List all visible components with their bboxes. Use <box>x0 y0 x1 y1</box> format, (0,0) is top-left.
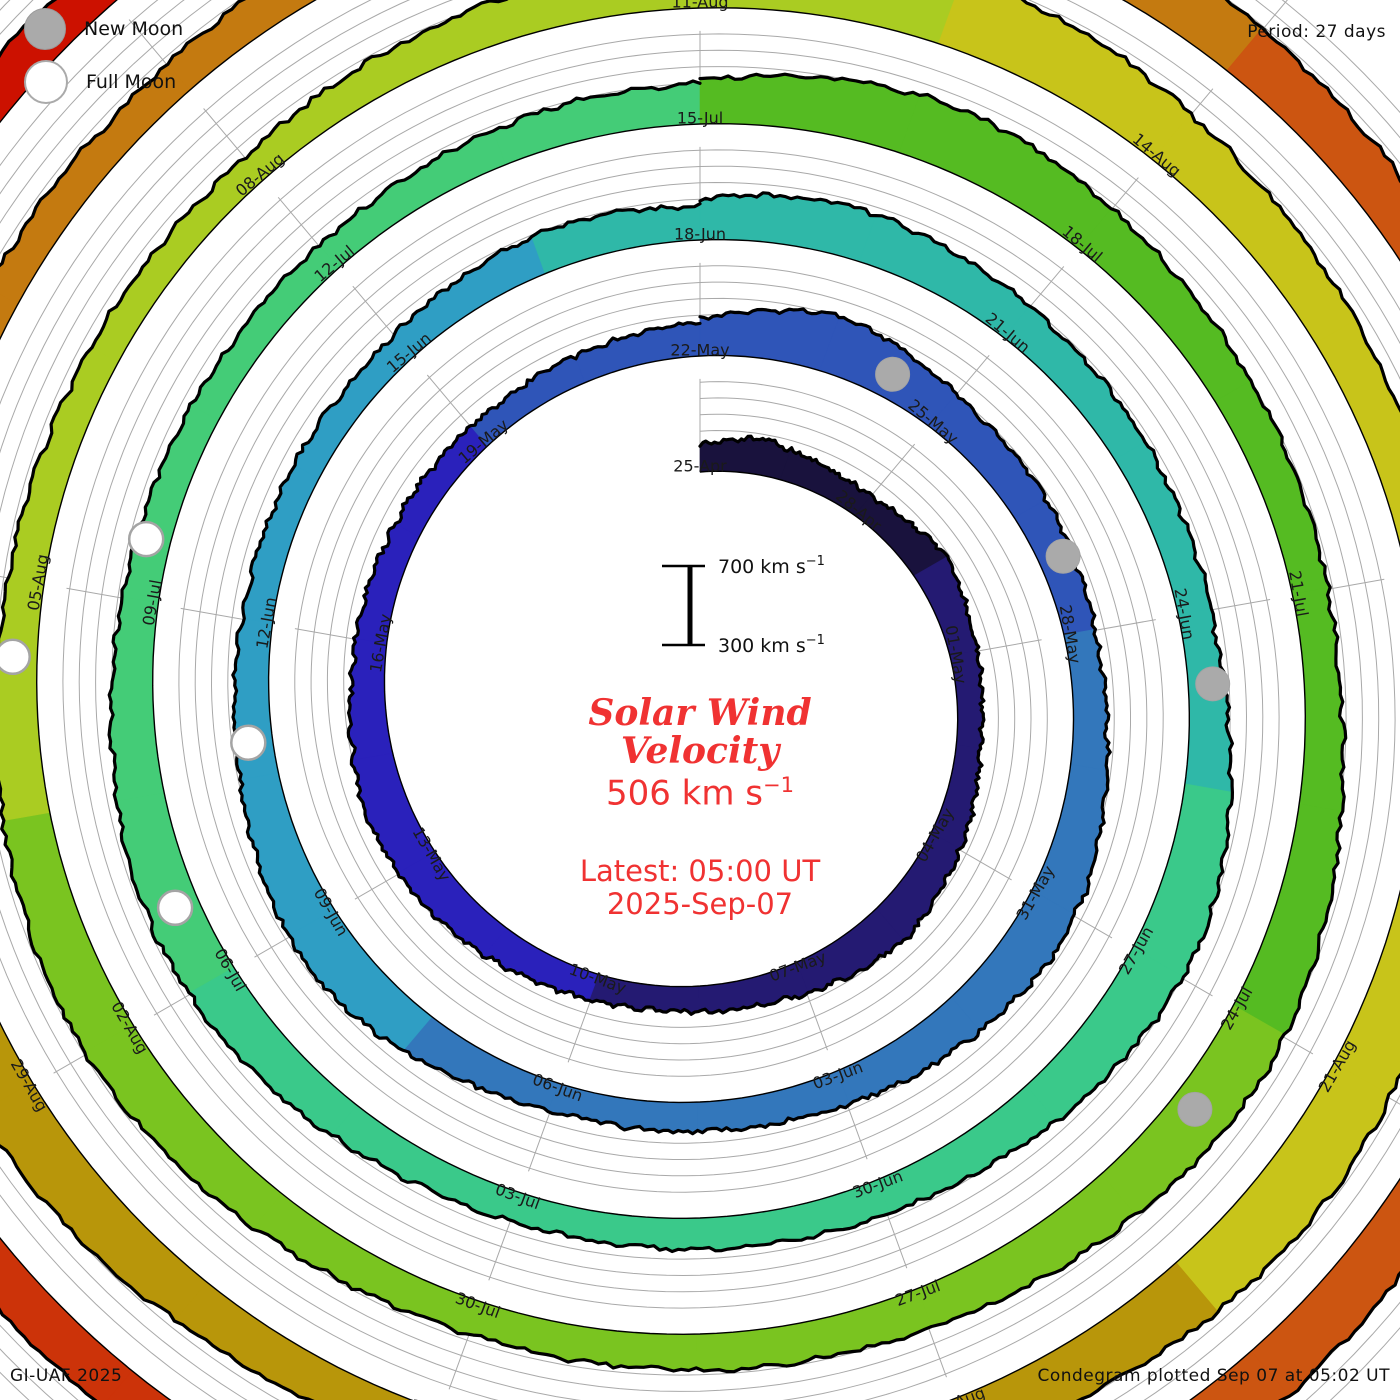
new-moon-marker <box>875 356 911 392</box>
date-label: 26-Aug <box>408 1395 468 1400</box>
legend-full-moon: Full Moon <box>24 60 176 104</box>
new-moon-marker <box>1045 538 1081 574</box>
date-label: 23-Aug <box>928 1383 988 1400</box>
date-label: 15-Jul <box>677 108 723 127</box>
new-moon-marker <box>1195 666 1231 702</box>
plotted-label: Condegram plotted Sep 07 at 05:02 UT <box>1037 1366 1390 1386</box>
date-label: 25-Apr <box>673 456 727 475</box>
new-moon-icon <box>24 8 66 50</box>
full-moon-marker <box>127 520 165 558</box>
full-moon-marker <box>156 889 194 927</box>
scalebar-bottom-label: 300 km s−1 <box>718 633 825 657</box>
date-label: 22-May <box>670 340 729 359</box>
legend-new-moon: New Moon <box>24 8 183 50</box>
period-label: Period: 27 days <box>1247 22 1386 42</box>
credit-label: GI-UAF 2025 <box>10 1366 123 1386</box>
new-moon-marker <box>1177 1091 1213 1127</box>
full-moon-marker <box>0 638 31 676</box>
full-moon-marker <box>230 724 267 761</box>
full-moon-icon <box>24 60 68 104</box>
date-label: 18-Jun <box>674 224 726 243</box>
legend-full-moon-label: Full Moon <box>86 71 177 93</box>
velocity-scale-bar: 700 km s−1 300 km s−1 <box>662 554 825 657</box>
moon-markers <box>0 356 1231 1127</box>
scalebar-top-label: 700 km s−1 <box>718 554 825 578</box>
date-label: 11-Aug <box>671 0 728 11</box>
legend-new-moon-label: New Moon <box>84 18 184 40</box>
